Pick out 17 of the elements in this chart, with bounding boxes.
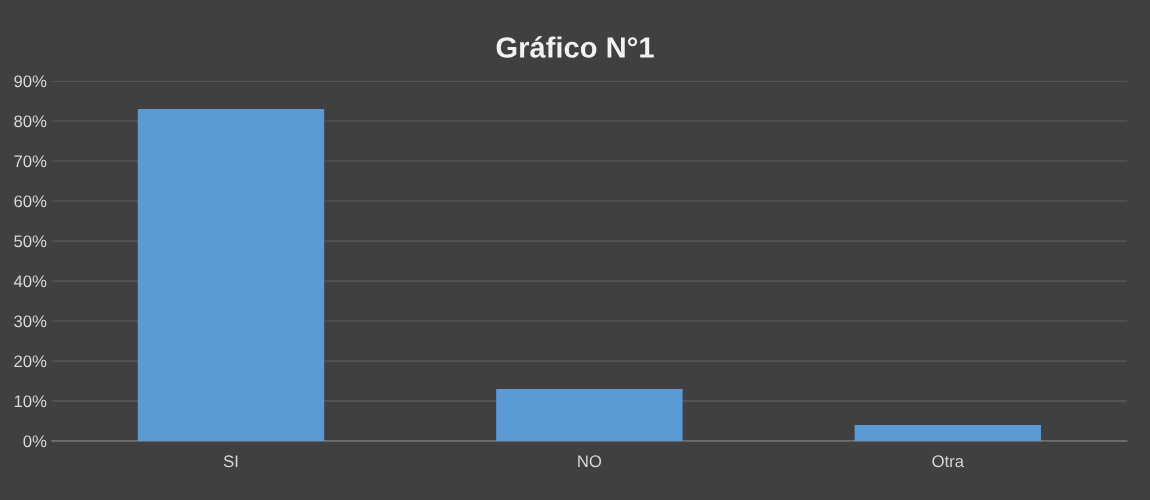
bar [137, 109, 325, 441]
chart-title: Gráfico N°1 [496, 36, 654, 58]
y-tick-label: 80% [14, 115, 47, 128]
y-tick-label: 20% [14, 355, 47, 368]
x-tick-label: SI [223, 455, 238, 468]
y-tick-label: 50% [14, 235, 47, 248]
y-tick-label: 90% [14, 75, 47, 88]
y-tick-label: 30% [14, 315, 47, 328]
y-tick-label: 40% [13, 275, 47, 288]
y-tick-label: 10% [14, 395, 47, 408]
x-tick-label: NO [578, 455, 602, 468]
bar [496, 389, 683, 441]
y-tick-label: 70% [14, 155, 47, 168]
y-tick-label: 60% [14, 195, 47, 208]
y-tick-label: 0% [23, 435, 47, 448]
x-tick-label: Otra [932, 455, 964, 468]
bar [854, 425, 1041, 441]
